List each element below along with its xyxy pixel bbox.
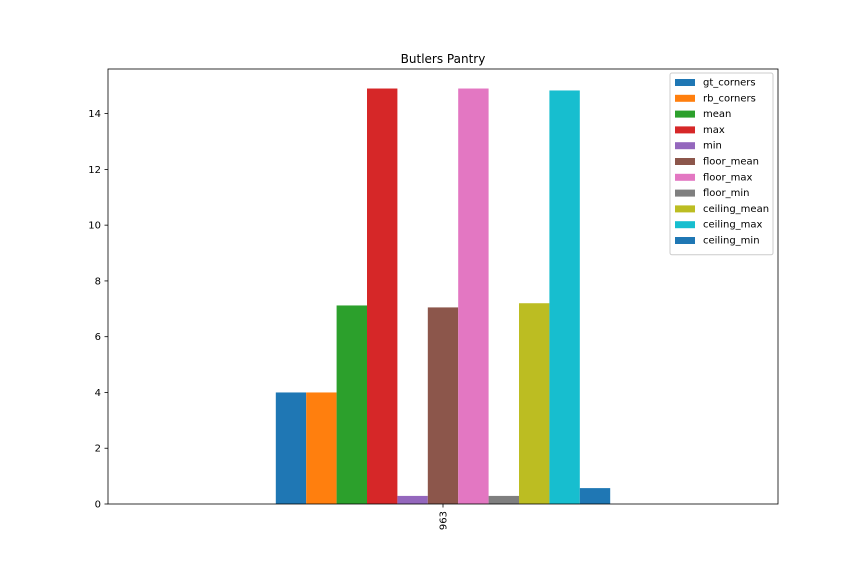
legend-label: floor_min: [703, 188, 750, 199]
legend-label: ceiling_min: [703, 236, 760, 247]
y-tick-label: 0: [95, 500, 101, 511]
legend-label: ceiling_mean: [703, 204, 769, 215]
legend-swatch: [675, 110, 695, 118]
legend-swatch: [675, 221, 695, 229]
y-tick-label: 6: [95, 332, 101, 343]
y-tick-label: 10: [88, 221, 101, 232]
y-tick-label: 2: [95, 444, 101, 455]
legend-swatch: [675, 158, 695, 165]
legend-swatch: [675, 237, 695, 244]
legend-swatch: [675, 189, 695, 197]
bar-ceiling-mean: [519, 303, 550, 504]
x-axis: 963: [439, 504, 450, 530]
bar-ceiling-max: [549, 90, 580, 504]
legend-swatch: [675, 205, 695, 213]
bar-min: [397, 495, 428, 504]
legend-label: floor_mean: [703, 157, 759, 168]
bar-rb-corners: [306, 392, 337, 504]
bar-floor-mean: [427, 307, 459, 504]
y-tick-label: 8: [95, 276, 101, 287]
legend-label: floor_max: [703, 172, 753, 183]
bar-mean: [336, 305, 367, 504]
legend-swatch: [675, 173, 695, 181]
bar-floor-min: [488, 495, 519, 504]
legend-label: rb_corners: [703, 93, 756, 104]
y-axis: 0 2 4 6 8 10 12 14: [88, 109, 108, 511]
legend-label: gt_corners: [703, 78, 756, 89]
legend-swatch: [675, 94, 695, 102]
legend-swatch: [675, 142, 695, 150]
bar-gt-corners: [275, 392, 307, 504]
y-tick-label: 14: [88, 109, 101, 120]
legend-label: mean: [703, 109, 731, 120]
legend-swatch: [675, 79, 695, 86]
bars-group: [275, 88, 611, 505]
x-tick-label: 963: [439, 511, 450, 530]
bar-floor-max: [458, 88, 489, 505]
y-tick-label: 12: [88, 165, 101, 176]
bar-max: [367, 88, 398, 505]
legend-label: ceiling_max: [703, 220, 763, 231]
legend-box: [669, 72, 774, 256]
legend-swatch: [675, 126, 695, 134]
legend-label: min: [703, 141, 722, 152]
legend-label: max: [703, 125, 725, 136]
chart-title: Butlers Pantry: [401, 52, 486, 66]
y-tick-label: 4: [95, 388, 101, 399]
bar-ceiling-min: [579, 488, 611, 504]
